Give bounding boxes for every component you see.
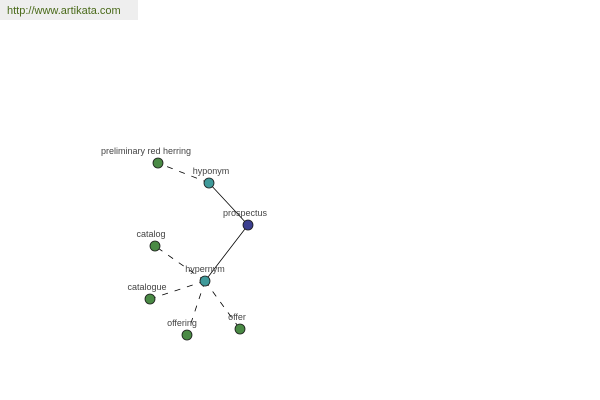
node-label: offer xyxy=(228,312,246,322)
node-label: prospectus xyxy=(223,208,268,218)
node-catalog[interactable]: catalog xyxy=(136,229,166,252)
node-circle[interactable] xyxy=(144,293,156,305)
edge-hypernym-catalogue xyxy=(149,280,206,300)
node-circle[interactable] xyxy=(181,329,193,341)
node-hypernym[interactable]: hypernym xyxy=(185,264,225,287)
node-label: hyponym xyxy=(193,166,230,176)
node-offering[interactable]: offering xyxy=(167,318,197,341)
node-circle[interactable] xyxy=(199,275,211,287)
node-circle[interactable] xyxy=(234,323,246,335)
node-circle[interactable] xyxy=(242,219,254,231)
site-url-link[interactable]: http://www.artikata.com xyxy=(0,0,138,20)
node-label: catalog xyxy=(136,229,165,239)
node-circle[interactable] xyxy=(152,157,164,169)
node-hyponym[interactable]: hyponym xyxy=(193,166,230,189)
node-label: catalogue xyxy=(127,282,166,292)
node-label: hypernym xyxy=(185,264,225,274)
edge-hypernym-offering xyxy=(186,280,206,336)
edge-hypernym-offer xyxy=(204,280,241,330)
node-label: preliminary red herring xyxy=(101,146,191,156)
node-circle[interactable] xyxy=(203,177,215,189)
node-catalogue[interactable]: catalogue xyxy=(127,282,167,305)
edge-hyponym-prelim xyxy=(157,162,210,184)
edge-hypernym-catalog xyxy=(154,245,206,282)
node-offer[interactable]: offer xyxy=(228,312,246,335)
edge-prospectus-hyponym xyxy=(208,182,249,226)
node-label: offering xyxy=(167,318,197,328)
node-prelim[interactable]: preliminary red herring xyxy=(101,146,191,169)
node-circle[interactable] xyxy=(149,240,161,252)
node-prospectus[interactable]: prospectus xyxy=(223,208,268,231)
edge-prospectus-hypernym xyxy=(204,224,249,282)
